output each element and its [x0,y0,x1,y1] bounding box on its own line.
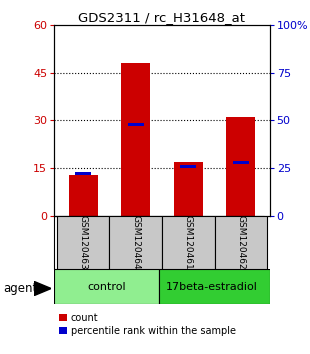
Bar [233,161,249,164]
Text: GSM120463: GSM120463 [79,215,88,270]
Bar [162,216,215,269]
Bar [57,216,109,269]
Text: GSM120462: GSM120462 [236,215,245,270]
Bar [54,269,159,304]
Bar [109,216,162,269]
Bar [121,63,150,216]
Bar [174,162,203,216]
Text: agent: agent [3,282,37,295]
Bar [215,216,267,269]
Bar [226,117,255,216]
Legend: count, percentile rank within the sample: count, percentile rank within the sample [59,313,236,336]
Bar [69,175,98,216]
Text: GSM120464: GSM120464 [131,215,140,270]
Polygon shape [34,281,51,296]
Bar [128,123,144,126]
Text: 17beta-estradiol: 17beta-estradiol [166,282,258,292]
Bar [180,165,196,168]
Text: GSM120461: GSM120461 [184,215,193,270]
Title: GDS2311 / rc_H31648_at: GDS2311 / rc_H31648_at [78,11,246,24]
Bar [75,172,91,175]
Text: control: control [87,282,126,292]
Bar [159,269,270,304]
